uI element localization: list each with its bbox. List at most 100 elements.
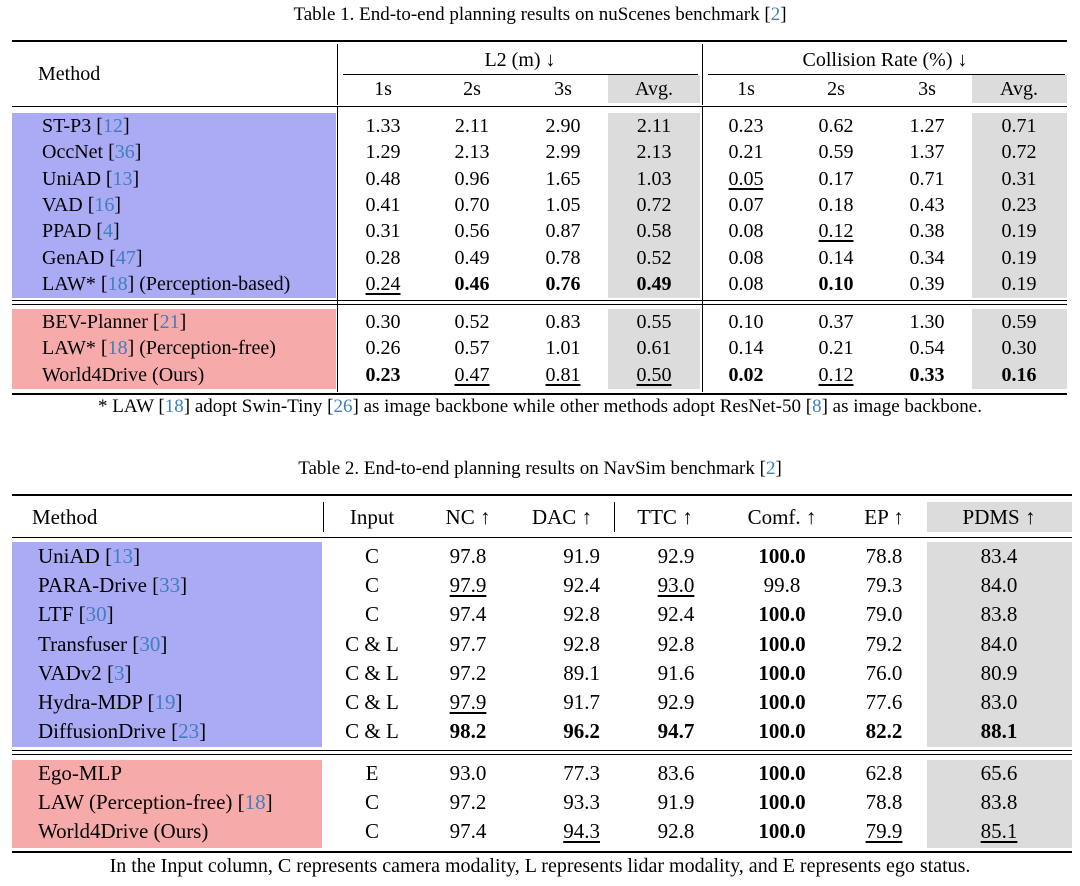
table1-top-rule bbox=[12, 40, 1067, 42]
table1-method-header: Method bbox=[38, 63, 101, 85]
table1-method-cell: VAD [16] bbox=[42, 193, 122, 216]
table1-subheader: 3s bbox=[554, 78, 572, 100]
table1-value-cell: 0.50 bbox=[636, 363, 672, 386]
table1-caption: Table 1. End-to-end planning results on … bbox=[293, 4, 787, 25]
table2-value-cell: 78.8 bbox=[865, 544, 903, 568]
table1-value-cell: 0.19 bbox=[1001, 272, 1037, 295]
table2-method-cell: UniAD [13] bbox=[38, 544, 141, 568]
table2-value-cell: 98.2 bbox=[449, 719, 487, 744]
table2-value-cell: 92.4 bbox=[563, 573, 600, 598]
table2-footnote: In the Input column, C represents camera… bbox=[109, 855, 971, 877]
table1-body-divider bbox=[702, 107, 703, 392]
table1-value-cell: 2.13 bbox=[636, 141, 672, 164]
table2-value-cell: 83.0 bbox=[980, 690, 1018, 714]
table1-value-cell: 1.65 bbox=[545, 167, 581, 190]
table1-value-cell: 0.31 bbox=[1001, 167, 1037, 190]
table1-value-cell: 0.28 bbox=[365, 246, 401, 269]
table1-value-cell: 0.16 bbox=[1001, 363, 1037, 386]
table1-value-cell: 0.14 bbox=[728, 337, 764, 360]
table1-value-cell: 0.62 bbox=[818, 115, 854, 137]
table1-value-cell: 0.21 bbox=[728, 141, 764, 164]
table2-group-rule bbox=[12, 750, 1072, 751]
table1-value-cell: 1.30 bbox=[909, 311, 945, 333]
table2-value-cell: 100.0 bbox=[758, 544, 806, 568]
table2-value-cell: 100.0 bbox=[758, 761, 806, 785]
table2-value-cell: 100.0 bbox=[758, 790, 806, 815]
table1-value-cell: 2.11 bbox=[636, 115, 672, 137]
table2-value-cell: 79.0 bbox=[865, 602, 903, 627]
table1-method-cell: PPAD [4] bbox=[42, 220, 120, 243]
table1-value-cell: 2.13 bbox=[454, 141, 490, 164]
table1-value-cell: 0.21 bbox=[818, 337, 854, 360]
table1-method-cell: LAW* [18] (Perception-based) bbox=[42, 272, 291, 295]
table1-value-cell: 0.37 bbox=[818, 311, 854, 333]
table2-pdms-header-bg bbox=[927, 502, 1072, 532]
table1-value-cell: 2.11 bbox=[454, 115, 490, 137]
table2-input-cell: C bbox=[364, 790, 379, 815]
table1-value-cell: 0.58 bbox=[636, 220, 672, 243]
table2-value-cell: 92.8 bbox=[657, 631, 695, 656]
table1-value-cell: 0.55 bbox=[636, 311, 672, 333]
table2-header-cell: EP ↑ bbox=[864, 505, 904, 529]
table2-value-cell: 96.2 bbox=[563, 719, 600, 744]
table2-value-cell: 91.9 bbox=[563, 544, 600, 568]
table2-value-cell: 99.8 bbox=[763, 573, 801, 598]
table1-value-cell: 2.90 bbox=[545, 115, 581, 137]
table2-value-cell: 97.4 bbox=[449, 602, 487, 627]
table2-input-cell: C & L bbox=[345, 631, 399, 656]
table1-value-cell: 1.29 bbox=[365, 141, 401, 164]
table1-value-cell: 0.43 bbox=[909, 193, 945, 216]
table2-value-cell: 77.3 bbox=[563, 761, 600, 785]
table1-method-cell: GenAD [47] bbox=[42, 246, 143, 269]
table2-value-cell: 97.9 bbox=[449, 573, 487, 598]
table2-method-cell: World4Drive (Ours) bbox=[38, 819, 209, 844]
table1-value-cell: 0.96 bbox=[454, 167, 490, 190]
table2-value-cell: 91.7 bbox=[563, 690, 600, 714]
table2-header-divider bbox=[614, 502, 615, 532]
table2-value-cell: 84.0 bbox=[980, 631, 1018, 656]
table1-subheader: 1s bbox=[374, 78, 392, 100]
table1-body-divider bbox=[337, 107, 338, 392]
table1-value-cell: 0.05 bbox=[728, 167, 764, 190]
table2-header-cell: Method bbox=[32, 505, 98, 529]
table1-value-cell: 1.03 bbox=[636, 167, 672, 190]
table2-header-divider bbox=[323, 502, 324, 532]
table1-value-cell: 0.23 bbox=[365, 363, 401, 386]
table1-cr-underline bbox=[708, 74, 1065, 75]
table2-method-cell: VADv2 [3] bbox=[38, 660, 132, 685]
table1-avg-col-bg bbox=[972, 113, 1067, 298]
table2-value-cell: 92.8 bbox=[563, 631, 600, 656]
table2-value-cell: 83.4 bbox=[980, 544, 1018, 568]
table2-value-cell: 92.4 bbox=[657, 602, 695, 627]
table1-value-cell: 0.72 bbox=[636, 193, 672, 216]
table1-value-cell: 0.08 bbox=[728, 272, 764, 295]
table2-value-cell: 97.8 bbox=[449, 544, 487, 568]
table1-value-cell: 0.18 bbox=[818, 193, 854, 216]
table2-value-cell: 93.3 bbox=[563, 790, 600, 815]
table2-value-cell: 97.7 bbox=[449, 631, 487, 656]
table2-value-cell: 92.8 bbox=[563, 602, 600, 627]
table2-method-cell: LTF [30] bbox=[38, 602, 114, 627]
table2-method-cell: LAW (Perception-free) [18] bbox=[38, 790, 273, 815]
table1-avg-header-bg bbox=[608, 75, 700, 103]
table2-value-cell: 100.0 bbox=[758, 602, 806, 627]
table1-value-cell: 0.54 bbox=[909, 337, 945, 360]
table2-group-rule bbox=[12, 754, 1072, 755]
table2-value-cell: 83.8 bbox=[980, 602, 1018, 627]
table1-value-cell: 0.23 bbox=[728, 115, 764, 137]
table1-value-cell: 0.59 bbox=[818, 141, 854, 164]
table1-value-cell: 0.78 bbox=[545, 246, 581, 269]
table2-value-cell: 79.3 bbox=[865, 573, 903, 598]
table1-value-cell: 0.30 bbox=[365, 311, 401, 333]
table1-value-cell: 1.05 bbox=[545, 193, 581, 216]
table2-input-cell: E bbox=[365, 761, 379, 785]
table1-value-cell: 0.52 bbox=[636, 246, 672, 269]
table1-bottom-rule bbox=[12, 393, 1067, 395]
table2-value-cell: 79.2 bbox=[865, 631, 903, 656]
table1-value-cell: 0.26 bbox=[365, 337, 401, 360]
table1-subheader: 3s bbox=[918, 78, 936, 100]
table1-value-cell: 0.38 bbox=[909, 220, 945, 243]
table1-value-cell: 0.12 bbox=[818, 220, 854, 243]
table2-value-cell: 100.0 bbox=[758, 660, 806, 685]
table2-value-cell: 65.6 bbox=[980, 761, 1018, 785]
